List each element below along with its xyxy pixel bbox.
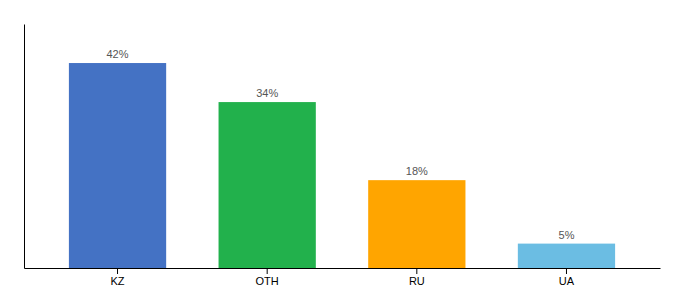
chart-svg: KZ OTH RU UA 42% 34% 18% 5% xyxy=(0,0,680,300)
plot-area: KZ OTH RU UA 42% 34% 18% 5% xyxy=(25,25,661,287)
x-tick: RU xyxy=(409,268,425,287)
x-tick-mark xyxy=(117,268,118,274)
data-label: 18% xyxy=(406,165,428,177)
x-tick-mark xyxy=(267,268,268,274)
x-axis-line xyxy=(25,268,661,269)
x-tick: OTH xyxy=(256,268,279,287)
x-tick-label: RU xyxy=(409,275,425,287)
bar xyxy=(219,102,316,268)
data-label: 42% xyxy=(107,48,129,60)
y-axis xyxy=(24,25,25,269)
bar xyxy=(368,180,465,268)
chart-container: KZ OTH RU UA 42% 34% 18% 5% xyxy=(0,0,680,300)
x-tick: UA xyxy=(559,268,575,287)
x-tick-mark xyxy=(566,268,567,274)
x-tick-mark xyxy=(416,268,417,274)
x-tick-label: OTH xyxy=(256,275,279,287)
bar xyxy=(69,63,166,268)
data-label: 34% xyxy=(256,87,278,99)
data-label: 5% xyxy=(559,229,575,241)
data-labels: 42% 34% 18% 5% xyxy=(107,48,575,241)
bars xyxy=(69,63,615,268)
x-axis: KZ OTH RU UA xyxy=(25,268,661,287)
y-axis-line xyxy=(24,25,25,269)
x-tick: KZ xyxy=(110,268,124,287)
bar xyxy=(518,244,615,268)
x-tick-label: UA xyxy=(559,275,575,287)
x-tick-label: KZ xyxy=(110,275,124,287)
